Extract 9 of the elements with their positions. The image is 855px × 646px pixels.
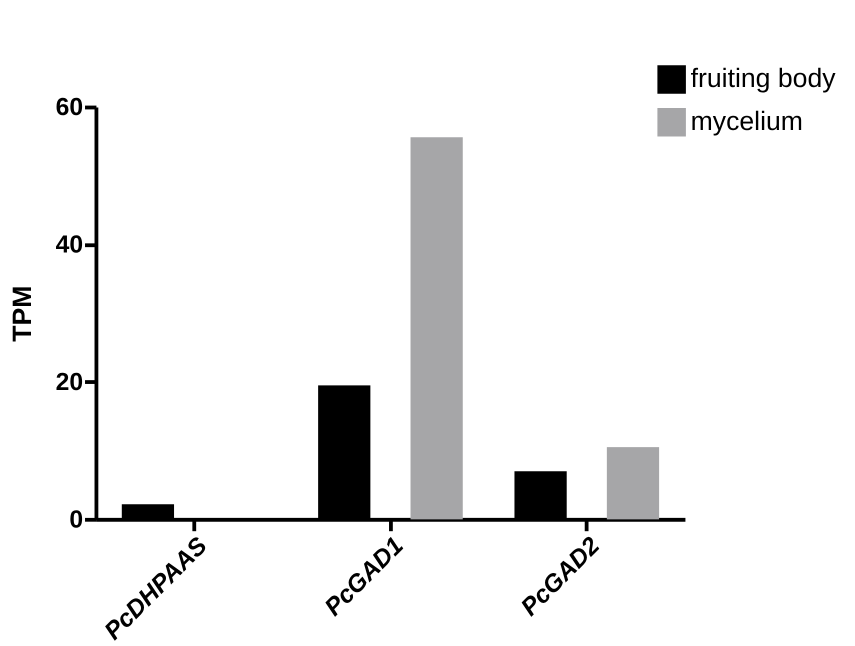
y-tick-label: 20 [56,368,84,396]
y-axis-title: TPM [6,286,37,342]
y-tick-label: 40 [56,232,84,259]
y-tick-label: 0 [69,506,84,534]
legend-label: mycelium [690,106,803,136]
legend-label: fruiting body [690,63,836,94]
bar [606,447,660,520]
bar [410,137,463,520]
y-tick-label: 60 [56,94,84,122]
